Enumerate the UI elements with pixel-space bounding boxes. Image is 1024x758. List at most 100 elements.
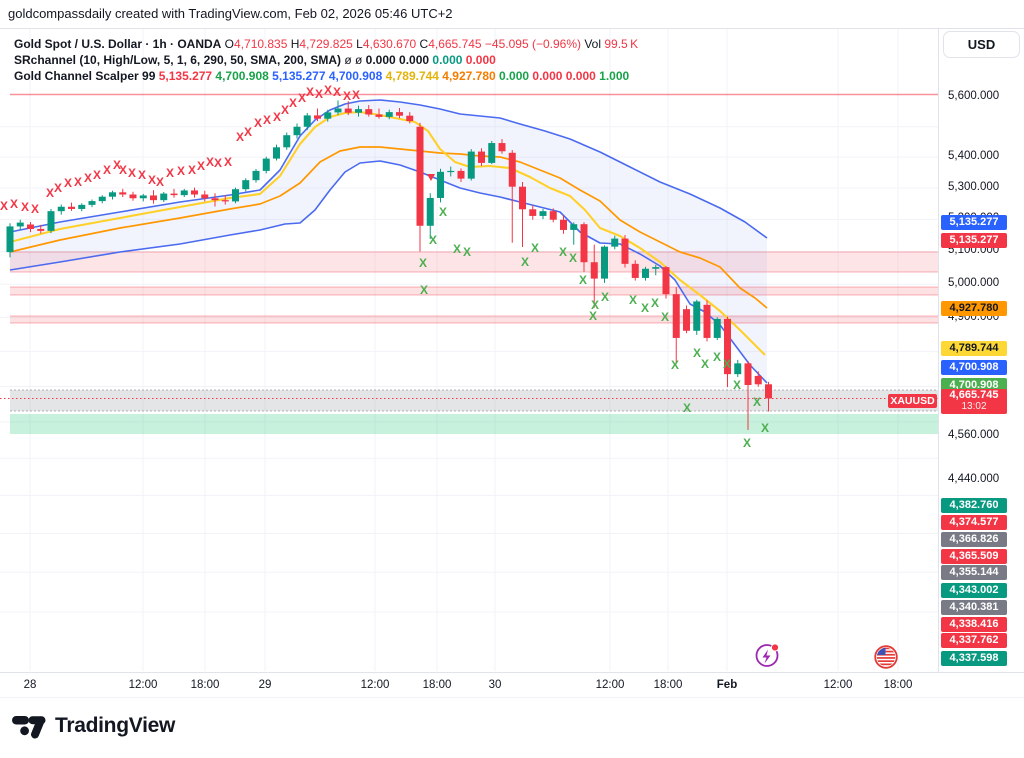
indicator-price-badge: 4,700.908 bbox=[941, 359, 1007, 375]
candle-body bbox=[129, 194, 137, 199]
legend-segment: 5,135.277 bbox=[155, 69, 213, 83]
candle bbox=[488, 140, 496, 165]
currency-button[interactable]: USD bbox=[943, 31, 1020, 58]
sell-signal-x-marker: X bbox=[324, 83, 332, 97]
candle bbox=[365, 104, 373, 117]
sell-signal-x-marker: X bbox=[244, 125, 252, 139]
legend-segment: SRchannel (10, High/Low, 5, 1, 6, 290, 5… bbox=[14, 53, 341, 67]
buy-signal-x-marker: X bbox=[641, 301, 649, 315]
candle-body bbox=[416, 126, 424, 226]
candle-body bbox=[78, 204, 86, 209]
buy-signal-x-marker: X bbox=[723, 357, 731, 371]
candle-body bbox=[519, 186, 526, 210]
level-price-badge: 4,382.760 bbox=[941, 497, 1007, 513]
candle bbox=[57, 204, 65, 215]
indicator-price-badge-value: 4,789.744 bbox=[949, 342, 999, 354]
legend-srchannel[interactable]: SRchannel (10, High/Low, 5, 1, 6, 290, 5… bbox=[14, 52, 638, 68]
candle-body bbox=[68, 206, 75, 209]
candle bbox=[221, 195, 229, 205]
price-tick-label: 5,600.000 bbox=[948, 90, 1000, 102]
candle bbox=[37, 224, 45, 234]
candle bbox=[539, 208, 547, 220]
sell-signal-x-marker: X bbox=[74, 175, 82, 189]
legend-segment: Vol bbox=[581, 37, 605, 51]
buy-signal-x-marker: X bbox=[420, 283, 428, 297]
us-flag-event-icon[interactable] bbox=[874, 645, 898, 669]
candle bbox=[683, 305, 690, 334]
candle-body bbox=[252, 170, 260, 181]
candle bbox=[201, 190, 209, 202]
candle-body bbox=[385, 112, 393, 117]
candle-body bbox=[631, 263, 639, 278]
candle-body bbox=[221, 200, 229, 202]
candle bbox=[88, 199, 96, 208]
sell-signal-x-marker: X bbox=[93, 168, 101, 182]
candle bbox=[191, 187, 198, 198]
candle-body bbox=[580, 224, 588, 263]
candle bbox=[170, 188, 178, 198]
sell-signal-x-marker: X bbox=[0, 199, 8, 213]
candle-body bbox=[406, 115, 414, 122]
legend-main-series[interactable]: Gold Spot / U.S. Dollar · 1h · OANDA O4,… bbox=[14, 36, 638, 52]
legend-gold-channel-scalper[interactable]: Gold Channel Scalper 99 5,135.277 4,700.… bbox=[14, 68, 638, 84]
candle-body bbox=[508, 152, 516, 187]
price-tick-label: 5,400.000 bbox=[948, 150, 1000, 163]
tradingview-logo[interactable]: TradingView bbox=[12, 713, 175, 739]
candle-body bbox=[170, 193, 178, 196]
candle bbox=[611, 235, 619, 250]
channel-fill bbox=[10, 100, 767, 383]
buy-signal-x-marker: X bbox=[419, 256, 427, 270]
time-tick-label: 12:00 bbox=[823, 679, 853, 691]
candle bbox=[662, 266, 670, 299]
buy-signal-x-marker: X bbox=[651, 296, 659, 310]
legend-segment: 0.000 bbox=[562, 69, 596, 83]
candle-body bbox=[488, 143, 496, 163]
candle bbox=[590, 244, 598, 308]
candle-body bbox=[119, 192, 127, 195]
resistance-zone-3 bbox=[10, 315, 938, 324]
candle bbox=[642, 266, 649, 281]
flag-ring bbox=[874, 645, 898, 669]
candle-body bbox=[447, 170, 455, 173]
sell-signal-x-marker: X bbox=[306, 85, 314, 99]
candle-body bbox=[724, 318, 731, 375]
sell-signal-x-marker: X bbox=[84, 171, 92, 185]
indicator-price-badge-value: 5,135.277 bbox=[949, 216, 999, 228]
candle-body bbox=[529, 209, 537, 216]
triangle-down-marker bbox=[427, 174, 435, 181]
sell-signal-x-marker: X bbox=[263, 113, 271, 127]
candle bbox=[508, 150, 516, 243]
legend-segment: 4,700.908 bbox=[325, 69, 383, 83]
level-price-badge: 4,338.416 bbox=[941, 616, 1007, 632]
candle-body bbox=[180, 190, 188, 196]
candle-body bbox=[683, 309, 690, 331]
level-price-badge: 4,366.826 bbox=[941, 531, 1007, 547]
sell-signal-x-marker: X bbox=[352, 88, 360, 102]
candle bbox=[180, 188, 188, 198]
flash-event-icon[interactable] bbox=[755, 643, 780, 667]
buy-signal-x-marker: X bbox=[629, 293, 637, 307]
legend-segment: 0.000 0.000 bbox=[365, 53, 430, 67]
candle bbox=[47, 208, 55, 234]
sell-signal-x-marker: X bbox=[46, 186, 54, 200]
candle-body bbox=[139, 195, 147, 199]
sell-signal-x-marker: X bbox=[138, 168, 146, 182]
candle-body bbox=[539, 211, 547, 216]
sell-signal-x-marker: X bbox=[148, 173, 156, 187]
candle bbox=[621, 235, 629, 268]
candle-body bbox=[98, 196, 106, 202]
candle bbox=[303, 113, 311, 131]
candle-body bbox=[478, 151, 485, 163]
time-axis-separator bbox=[0, 672, 1024, 673]
sell-signal-x-marker: X bbox=[298, 91, 306, 105]
candle-body bbox=[47, 211, 55, 231]
us-flag-icon bbox=[876, 647, 896, 667]
legend-segment: 4,630.670 bbox=[362, 37, 417, 51]
time-tick-label: 12:00 bbox=[595, 679, 625, 691]
sell-signal-x-marker: X bbox=[281, 103, 289, 117]
candle-body bbox=[57, 206, 65, 212]
legend[interactable]: Gold Spot / U.S. Dollar · 1h · OANDA O4,… bbox=[14, 36, 638, 84]
candle-body bbox=[621, 238, 629, 264]
